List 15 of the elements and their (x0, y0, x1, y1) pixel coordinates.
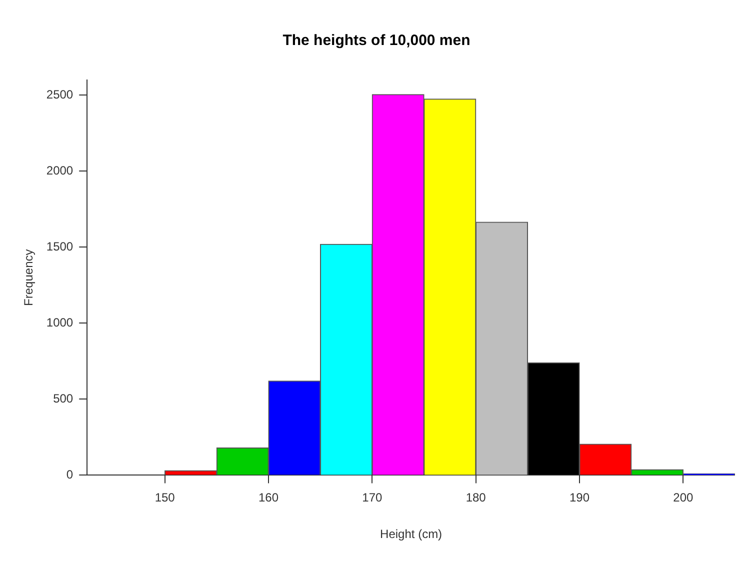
x-axis-title: Height (cm) (380, 527, 442, 542)
x-tick-label: 180 (466, 490, 486, 505)
y-axis-title: Frequency (22, 249, 36, 306)
x-tick-label: 150 (154, 490, 176, 505)
x-tick-label: 170 (362, 490, 383, 505)
y-tick-label: 0 (66, 468, 74, 482)
y-tick-label: 1500 (46, 240, 74, 254)
x-tick-label: 200 (673, 490, 694, 505)
x-tick-label: 190 (569, 490, 590, 505)
y-tick-label: 2000 (46, 164, 74, 178)
y-tick-label: 1000 (46, 316, 74, 330)
x-tick-label: 160 (258, 490, 279, 505)
y-tick-label: 500 (53, 392, 74, 406)
y-tick-label: 2500 (46, 88, 74, 102)
chart-title: The heights of 10,000 men (282, 32, 470, 50)
